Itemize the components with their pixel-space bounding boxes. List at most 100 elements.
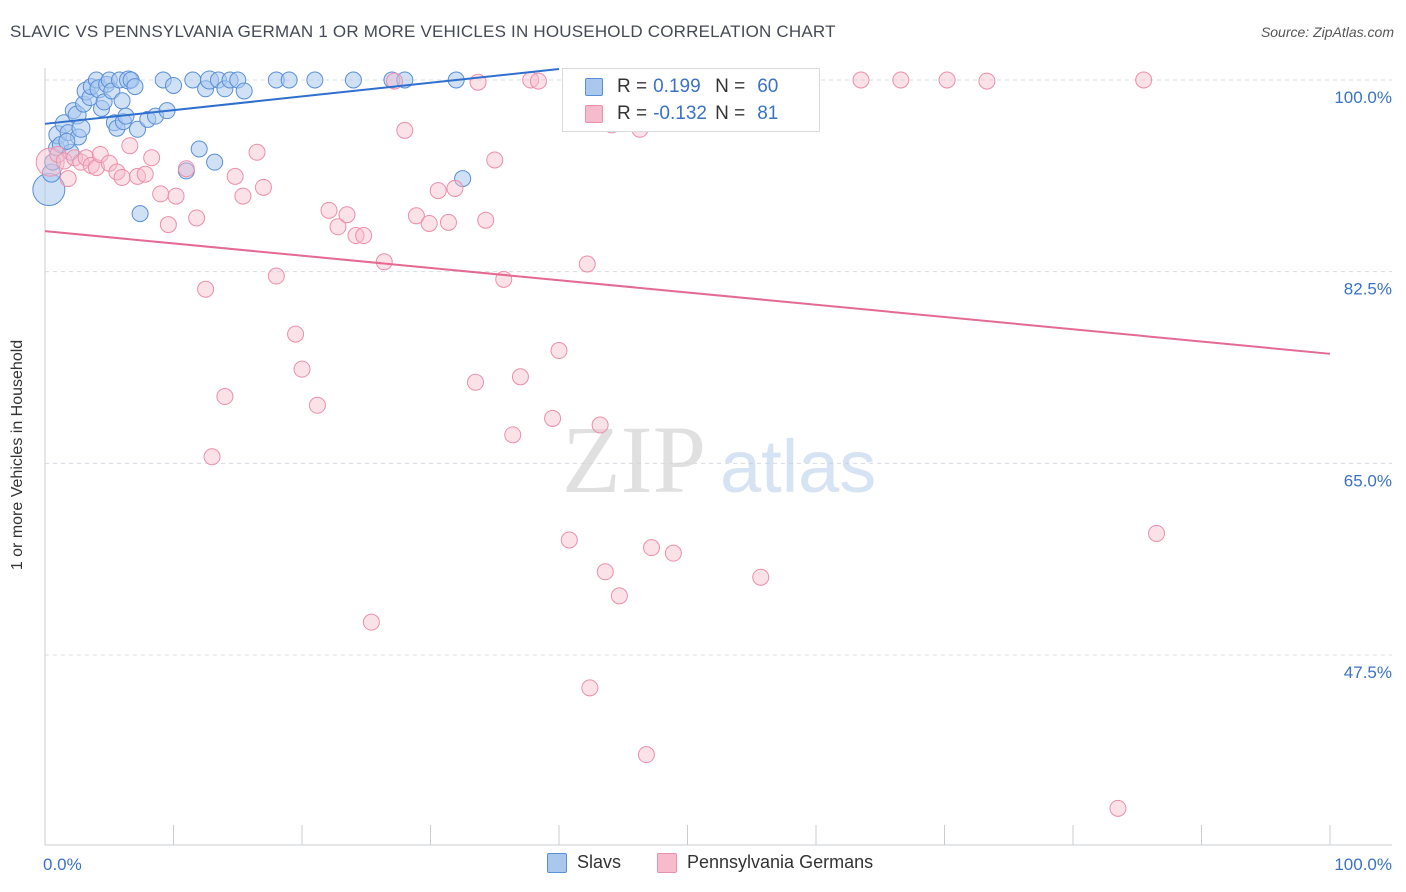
data-point-pennsylvania-germans (320, 201, 338, 219)
data-point-slavs (126, 78, 144, 96)
legend-n-value-pennsylvania-germans: 81 (757, 103, 779, 124)
data-point-pennsylvania-germans (329, 218, 347, 236)
source-credit: Source: ZipAtlas.com (1260, 24, 1394, 40)
data-point-pennsylvania-germans (35, 147, 65, 177)
x-tick-label: 0.0% (43, 855, 82, 874)
data-point-pennsylvania-germans (892, 71, 910, 89)
data-point-pennsylvania-germans (938, 71, 956, 89)
data-point-slavs (280, 71, 298, 89)
y-tick-label: 100.0% (1334, 88, 1392, 107)
data-point-pennsylvania-germans (581, 679, 599, 697)
data-point-slavs (131, 205, 149, 223)
data-point-pennsylvania-germans (254, 178, 272, 196)
data-point-pennsylvania-germans (477, 211, 495, 229)
trend-line-pennsylvania-germans (44, 230, 1331, 355)
data-point-pennsylvania-germans (420, 214, 438, 232)
data-point-pennsylvania-germans (293, 360, 311, 378)
data-point-pennsylvania-germans (511, 368, 529, 386)
data-point-pennsylvania-germans (446, 179, 464, 197)
watermark-zip: ZIP (562, 406, 706, 513)
data-point-slavs (71, 118, 91, 138)
legend-swatch-slavs (585, 78, 603, 96)
data-point-pennsylvania-germans (188, 209, 206, 227)
zipatlas-watermark: ZIP atlas (562, 406, 876, 513)
data-point-slavs (206, 153, 224, 171)
data-point-pennsylvania-germans (429, 182, 447, 200)
data-point-slavs (344, 71, 362, 89)
gridlines (45, 79, 1392, 656)
data-point-pennsylvania-germans (159, 216, 177, 234)
data-point-pennsylvania-germans (375, 253, 393, 271)
y-axis-label: 1 or more Vehicles in Household (9, 339, 26, 571)
data-point-pennsylvania-germans (544, 409, 562, 427)
data-point-pennsylvania-germans (386, 72, 404, 90)
data-point-pennsylvania-germans (596, 563, 614, 581)
legend-r-value-pennsylvania-germans: -0.132 (653, 103, 707, 124)
data-point-pennsylvania-germans (287, 325, 305, 343)
axes (44, 68, 1392, 846)
data-point-pennsylvania-germans (49, 145, 67, 163)
data-point-pennsylvania-germans (136, 165, 154, 183)
data-point-pennsylvania-germans (248, 143, 266, 161)
data-point-pennsylvania-germans (55, 152, 73, 170)
data-point-pennsylvania-germans (560, 531, 578, 549)
data-point-pennsylvania-germans (439, 213, 457, 231)
trend-lines (44, 68, 1331, 355)
data-point-pennsylvania-germans (407, 207, 425, 225)
data-point-pennsylvania-germans (852, 71, 870, 89)
legend-label-slavs: Slavs (577, 852, 622, 872)
data-point-pennsylvania-germans (486, 151, 504, 169)
data-point-slavs (165, 76, 182, 94)
data-point-pennsylvania-germans (610, 587, 628, 605)
data-point-pennsylvania-germans (1109, 799, 1127, 817)
data-point-pennsylvania-germans (113, 168, 131, 186)
data-point-pennsylvania-germans (1148, 524, 1166, 542)
data-point-pennsylvania-germans (637, 746, 655, 764)
legend-row-pennsylvania-germans: R = -0.132 N = 81 (585, 102, 778, 126)
data-point-pennsylvania-germans (59, 170, 77, 188)
data-point-pennsylvania-germans (1135, 71, 1153, 89)
stats-legend: R = 0.199 N = 60 R = -0.132 N = 81 (562, 68, 820, 132)
data-point-pennsylvania-germans (91, 145, 109, 163)
data-point-pennsylvania-germans (197, 280, 215, 298)
y-tick-label: 47.5% (1344, 663, 1392, 682)
legend-n-label: N = (715, 76, 746, 97)
data-point-pennsylvania-germans (591, 416, 609, 434)
data-point-slavs (58, 132, 76, 150)
data-point-pennsylvania-germans (752, 568, 770, 586)
legend-r-label: R = (617, 76, 648, 97)
watermark-atlas: atlas (720, 425, 876, 508)
data-point-slavs (129, 120, 147, 138)
data-point-pennsylvania-germans (643, 539, 661, 557)
y-tick-label: 65.0% (1344, 471, 1392, 490)
legend-n-label: N = (715, 103, 746, 124)
series-legend: Slavs Pennsylvania Germans (0, 852, 1406, 878)
data-point-pennsylvania-germans (216, 388, 234, 406)
data-point-pennsylvania-germans (355, 227, 373, 245)
chart-title: SLAVIC VS PENNSYLVANIA GERMAN 1 OR MORE … (10, 22, 836, 41)
data-point-pennsylvania-germans (152, 185, 170, 203)
data-point-pennsylvania-germans (978, 72, 996, 90)
data-point-pennsylvania-germans (396, 121, 414, 139)
data-point-pennsylvania-germans (143, 149, 161, 167)
legend-swatch-pennsylvania-germans (585, 105, 603, 123)
data-point-pennsylvania-germans (466, 373, 484, 391)
legend-swatch-slavs (547, 852, 567, 873)
legend-r-value-slavs: 0.199 (653, 76, 701, 97)
data-point-pennsylvania-germans (308, 396, 326, 414)
data-point-pennsylvania-germans (203, 448, 221, 466)
data-point-pennsylvania-germans (121, 137, 139, 155)
legend-item-slavs[interactable]: Slavs (547, 852, 621, 873)
data-point-pennsylvania-germans (267, 267, 285, 285)
data-point-pennsylvania-germans (338, 206, 356, 224)
data-point-pennsylvania-germans (177, 160, 195, 178)
legend-n-value-slavs: 60 (757, 76, 779, 97)
data-point-pennsylvania-germans (87, 159, 105, 177)
data-point-slavs (235, 82, 253, 100)
y-tick-label: 82.5% (1344, 280, 1392, 299)
data-point-pennsylvania-germans (529, 72, 547, 90)
series-slavs (32, 70, 472, 223)
legend-item-pennsylvania-germans[interactable]: Pennsylvania Germans (657, 852, 873, 873)
data-point-pennsylvania-germans (578, 255, 596, 273)
data-point-pennsylvania-germans (504, 426, 522, 444)
